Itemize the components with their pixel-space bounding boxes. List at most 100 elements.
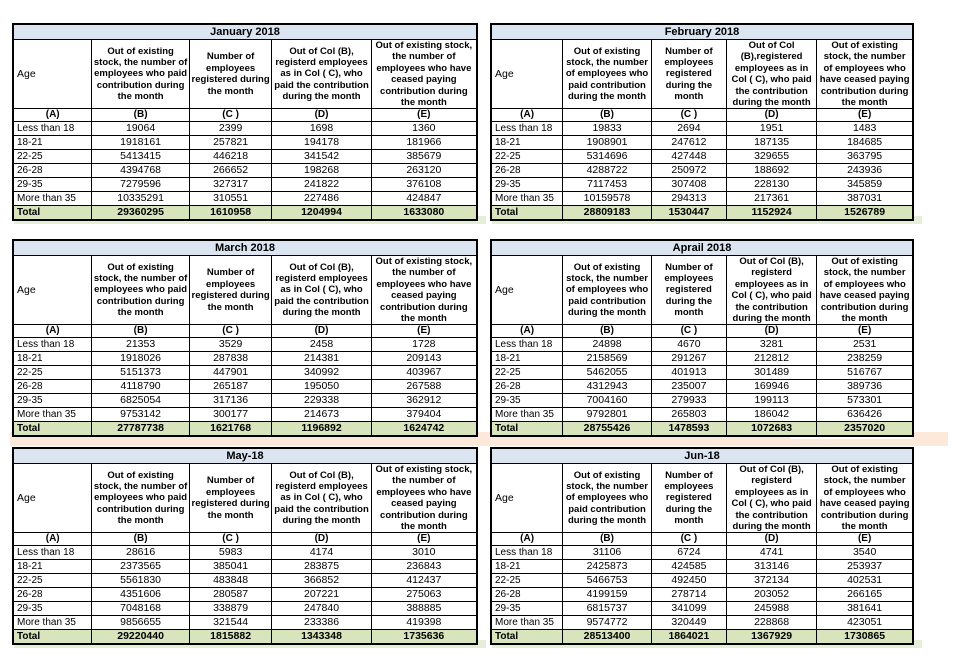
data-cell: 317136 bbox=[188, 393, 273, 409]
data-cell: 198268 bbox=[271, 163, 372, 179]
data-cell: 483848 bbox=[188, 573, 273, 589]
data-cell: 287838 bbox=[188, 351, 273, 367]
age-header: Age bbox=[490, 462, 564, 534]
data-cell: 2458 bbox=[271, 337, 372, 353]
column-header: Out of existing stock, the number of emp… bbox=[816, 462, 914, 534]
data-cell: 199113 bbox=[725, 393, 818, 409]
month-data-table: Aprail 2018 Age Out of existing stock, the… bbox=[490, 239, 914, 438]
data-cell: 3010 bbox=[370, 545, 478, 561]
table-row: 18-21 1918161 257821 194178 181966 bbox=[12, 135, 478, 151]
data-cell: 2373565 bbox=[91, 559, 190, 575]
data-cell: 388885 bbox=[370, 601, 478, 617]
age-row-label: 26-28 bbox=[12, 379, 93, 395]
table-row: Less than 18 28616 5983 4174 3010 bbox=[12, 545, 478, 561]
data-cell: 3540 bbox=[816, 545, 914, 561]
column-header: Out of existing stock, the number of emp… bbox=[816, 254, 914, 326]
data-cell: 492450 bbox=[650, 573, 727, 589]
column-header: Out of existing stock, the number of emp… bbox=[370, 462, 478, 534]
data-cell: 1698 bbox=[271, 121, 372, 137]
age-header: Age bbox=[12, 462, 93, 534]
data-cell: 366852 bbox=[271, 573, 372, 589]
column-header: Out of existing stock, the number of emp… bbox=[91, 254, 190, 326]
data-cell: 10335291 bbox=[91, 191, 190, 207]
age-row-label: 22-25 bbox=[490, 365, 564, 381]
data-cell: 7117453 bbox=[562, 177, 652, 193]
total-cell: 1735636 bbox=[370, 629, 478, 645]
age-row-label: 29-35 bbox=[12, 177, 93, 193]
data-cell: 5413415 bbox=[91, 149, 190, 165]
total-row: Total 29360295 1610958 1204994 1633080 bbox=[12, 205, 478, 221]
data-cell: 195050 bbox=[271, 379, 372, 395]
column-letter: (A) bbox=[12, 108, 93, 123]
column-header: Out of Col (B), registerd employees as i… bbox=[271, 254, 372, 326]
data-cell: 376108 bbox=[370, 177, 478, 193]
column-header: Number of employees registered during th… bbox=[188, 38, 273, 110]
total-cell: 28755426 bbox=[562, 421, 652, 437]
total-cell: 28513400 bbox=[562, 629, 652, 645]
data-cell: 300177 bbox=[188, 407, 273, 423]
data-cell: 280587 bbox=[188, 587, 273, 603]
data-cell: 10159578 bbox=[562, 191, 652, 207]
data-cell: 385679 bbox=[370, 149, 478, 165]
data-cell: 301489 bbox=[725, 365, 818, 381]
age-row-label: 18-21 bbox=[12, 351, 93, 367]
data-cell: 267588 bbox=[370, 379, 478, 395]
column-letter: (B) bbox=[562, 108, 652, 123]
month-table-aprail: Aprail 2018 Age Out of existing stock, the… bbox=[490, 239, 914, 438]
data-cell: 9856655 bbox=[91, 615, 190, 631]
age-row-label: More than 35 bbox=[490, 191, 564, 207]
column-letter: (A) bbox=[490, 532, 564, 547]
table-row: More than 35 10159578 294313 217361 387031 bbox=[490, 191, 914, 207]
column-letter: (C ) bbox=[188, 532, 273, 547]
data-cell: 250972 bbox=[650, 163, 727, 179]
total-cell: 1730865 bbox=[816, 629, 914, 645]
age-row-label: Less than 18 bbox=[12, 337, 93, 353]
age-row-label: 18-21 bbox=[490, 559, 564, 575]
table-row: 22-25 5413415 446218 341542 385679 bbox=[12, 149, 478, 165]
total-label: Total bbox=[490, 629, 564, 645]
total-cell: 1530447 bbox=[650, 205, 727, 221]
data-cell: 228130 bbox=[725, 177, 818, 193]
column-header: Out of Col (B), registerd employees as i… bbox=[725, 254, 818, 326]
month-title: February 2018 bbox=[490, 23, 914, 40]
data-cell: 214381 bbox=[271, 351, 372, 367]
data-cell: 1728 bbox=[370, 337, 478, 353]
table-row: 29-35 7117453 307408 228130 345859 bbox=[490, 177, 914, 193]
data-cell: 9574772 bbox=[562, 615, 652, 631]
total-cell: 28809183 bbox=[562, 205, 652, 221]
data-cell: 7004160 bbox=[562, 393, 652, 409]
data-cell: 573301 bbox=[816, 393, 914, 409]
column-letter: (E) bbox=[816, 108, 914, 123]
data-cell: 203052 bbox=[725, 587, 818, 603]
data-cell: 194178 bbox=[271, 135, 372, 151]
column-header: Out of existing stock, the number of emp… bbox=[562, 38, 652, 110]
table-row: Less than 18 31106 6724 4741 3540 bbox=[490, 545, 914, 561]
data-cell: 4741 bbox=[725, 545, 818, 561]
month-data-table: January 2018 Age Out of existing stock, th… bbox=[12, 23, 478, 222]
age-row-label: More than 35 bbox=[12, 407, 93, 423]
data-cell: 266652 bbox=[188, 163, 273, 179]
data-cell: 6724 bbox=[650, 545, 727, 561]
column-header: Out of existing stock, the number of emp… bbox=[562, 254, 652, 326]
total-cell: 1610958 bbox=[188, 205, 273, 221]
total-label: Total bbox=[490, 205, 564, 221]
total-cell: 1624742 bbox=[370, 421, 478, 437]
table-row: Less than 18 24898 4670 3281 2531 bbox=[490, 337, 914, 353]
column-header: Out of existing stock, the number of emp… bbox=[816, 38, 914, 110]
column-letter: (C ) bbox=[650, 108, 727, 123]
table-row: Less than 18 19064 2399 1698 1360 bbox=[12, 121, 478, 137]
table-row: 26-28 4288722 250972 188692 243936 bbox=[490, 163, 914, 179]
data-cell: 4312943 bbox=[562, 379, 652, 395]
month-table-march: March 2018 Age Out of existing stock, the … bbox=[12, 239, 478, 438]
table-row: 22-25 5151373 447901 340992 403967 bbox=[12, 365, 478, 381]
data-cell: 233386 bbox=[271, 615, 372, 631]
column-letter: (B) bbox=[91, 324, 190, 339]
age-row-label: More than 35 bbox=[12, 191, 93, 207]
total-cell: 1526789 bbox=[816, 205, 914, 221]
data-cell: 412437 bbox=[370, 573, 478, 589]
total-row: Total 28809183 1530447 1152924 1526789 bbox=[490, 205, 914, 221]
data-cell: 186042 bbox=[725, 407, 818, 423]
column-header: Out of existing stock, the number of emp… bbox=[370, 38, 478, 110]
data-cell: 294313 bbox=[650, 191, 727, 207]
data-cell: 2531 bbox=[816, 337, 914, 353]
